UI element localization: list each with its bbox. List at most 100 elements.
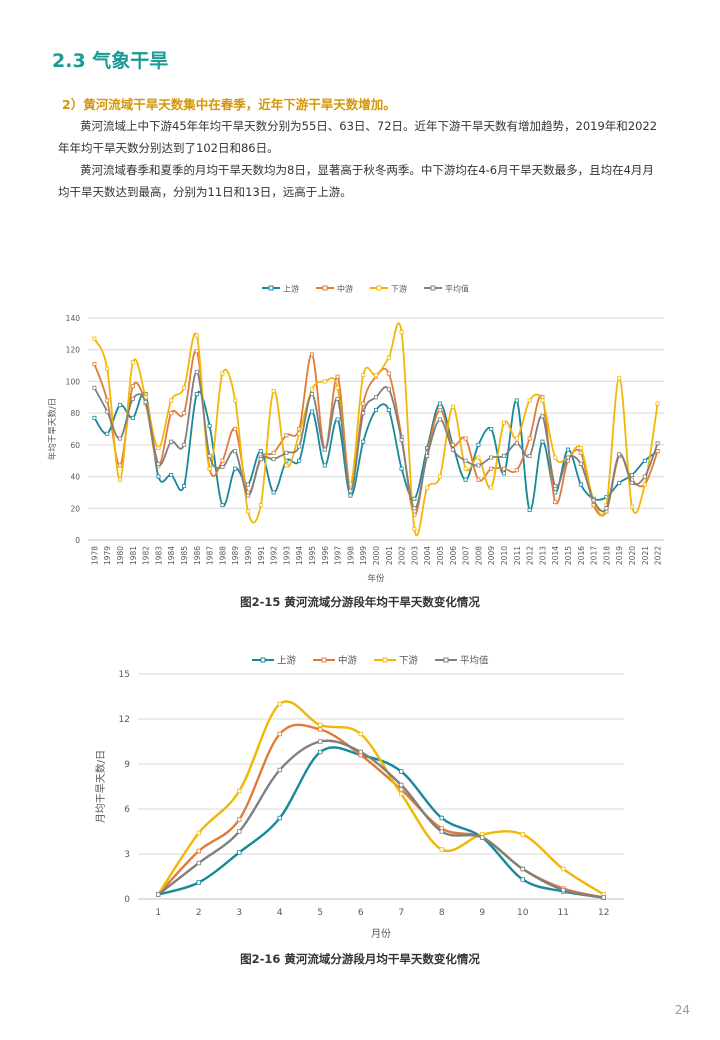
legend-label: 上游 [277,655,297,667]
x-tick-label: 1986 [193,546,202,565]
data-point [514,436,519,441]
series-line-average [157,739,604,899]
data-point [105,366,110,371]
data-point [118,463,123,468]
data-point [284,450,289,455]
data-point [437,474,442,479]
x-tick-label: 1993 [282,546,291,565]
x-tick-label: 2007 [462,546,471,565]
data-point [604,506,609,511]
data-point [386,371,391,376]
data-point [207,466,212,471]
data-point [439,815,444,821]
data-point [105,431,110,436]
data-point [92,415,97,420]
x-tick-label: 1978 [90,546,99,565]
data-point [399,466,404,471]
data-point [399,769,404,774]
data-point [439,829,444,834]
data-point [130,415,135,420]
data-point [412,526,417,531]
data-point [439,847,444,852]
x-tick-label: 4 [277,908,283,918]
y-tick-label: 9 [124,760,130,770]
data-point [322,463,327,468]
x-axis-title: 年份 [367,573,385,584]
data-point [194,349,199,354]
data-point [105,398,110,403]
data-point [425,453,430,458]
data-point [335,417,340,422]
data-point [318,722,323,728]
figure-caption: 图2-16 黄河流域分游段月均干旱天数变化情况 [240,952,480,966]
data-point [553,455,558,460]
data-point [489,466,494,471]
data-point [566,455,571,460]
data-point [220,371,225,376]
series-line-upstream [157,746,604,899]
data-point [642,474,647,479]
y-axis-title: 月均干旱天数/日 [94,750,107,823]
series-line-average [93,371,659,513]
x-tick-label: 2018 [602,546,611,565]
data-point [489,485,494,490]
data-point [425,485,430,490]
series-downstream [156,700,606,897]
data-point [476,442,481,447]
y-tick-label: 120 [66,346,81,355]
data-point [277,767,282,773]
data-point [437,407,442,412]
data-point [476,463,481,468]
data-point [309,392,314,397]
data-point [130,396,135,401]
y-tick-label: 3 [124,850,130,860]
data-point [284,433,289,438]
y-tick-label: 20 [70,504,80,513]
x-tick-label: 1991 [257,546,266,565]
x-tick-label: 1987 [206,546,215,565]
data-point [277,731,282,737]
legend-label: 下游 [391,284,407,294]
x-tick-label: 2000 [372,546,381,565]
data-point [476,455,481,460]
legend-marker [322,285,328,291]
y-tick-label: 6 [124,805,130,815]
data-point [520,866,525,872]
data-point [207,453,212,458]
legend-label: 中游 [338,655,358,667]
data-point [399,791,404,797]
x-tick-label: 2019 [615,546,624,565]
page-number: 24 [674,1003,690,1017]
x-axis-title: 月份 [371,928,391,940]
x-tick-label: 2011 [513,546,522,565]
data-point [463,477,468,482]
data-point [194,392,199,397]
data-point [196,880,201,885]
x-tick-label: 2005 [436,546,445,565]
data-point [591,498,596,503]
data-point [399,438,404,443]
data-point [540,398,545,403]
x-tick-label: 2001 [385,546,394,565]
x-tick-label: 1984 [167,546,176,565]
x-tick-label: 1 [155,908,161,918]
x-tick-label: 2010 [500,546,509,565]
x-tick-label: 1997 [334,546,343,565]
x-tick-label: 1992 [270,546,279,565]
x-tick-label: 1979 [103,546,112,565]
data-point [92,336,97,341]
x-tick-label: 10 [517,908,529,918]
data-point [358,731,363,737]
data-point [514,398,519,403]
x-tick-label: 1995 [308,546,317,565]
data-point [284,463,289,468]
data-point [118,403,123,408]
x-tick-label: 2 [196,908,202,918]
series-average [92,369,660,513]
data-point [601,895,606,900]
x-tick-label: 2015 [564,546,573,565]
x-tick-label: 1989 [231,546,240,565]
x-tick-label: 2012 [526,546,535,565]
data-point [233,398,238,403]
series-downstream [92,322,660,537]
